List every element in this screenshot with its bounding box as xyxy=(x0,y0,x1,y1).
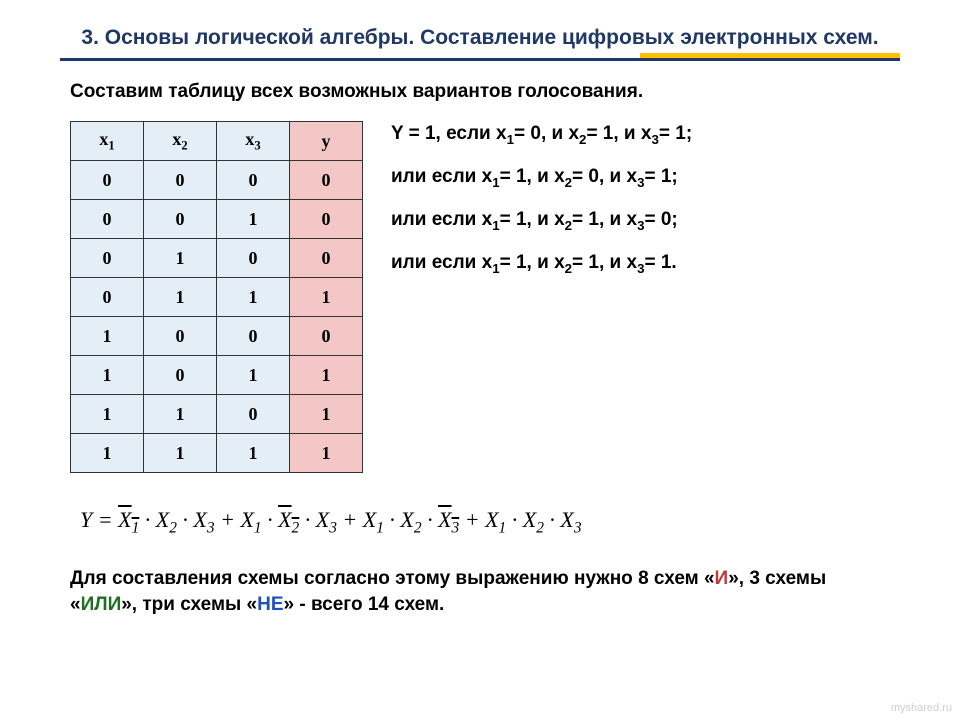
table-body: 00000010010001111000101111011111 xyxy=(71,161,363,473)
page-title: 3. Основы логической алгебры. Составлени… xyxy=(0,0,960,58)
rules-block: Y = 1, если x1= 0, и x2= 1, и x3= 1; или… xyxy=(391,121,692,473)
cell-y: 0 xyxy=(290,239,363,278)
gate-and-label: И xyxy=(715,568,729,589)
th-y: y xyxy=(290,122,363,161)
subtitle: Составим таблицу всех возможных варианто… xyxy=(0,61,960,103)
cell-x2: 0 xyxy=(144,200,217,239)
cell-x1: 0 xyxy=(71,239,144,278)
table-row: 0111 xyxy=(71,278,363,317)
watermark: myshared.ru xyxy=(891,702,952,714)
table-row: 1011 xyxy=(71,356,363,395)
table-row: 1101 xyxy=(71,395,363,434)
cell-x1: 0 xyxy=(71,200,144,239)
cell-y: 1 xyxy=(290,434,363,473)
table-row: 1000 xyxy=(71,317,363,356)
table-row: 0010 xyxy=(71,200,363,239)
cell-x2: 1 xyxy=(144,278,217,317)
rule-line-1: Y = 1, если x1= 0, и x2= 1, и x3= 1; xyxy=(391,123,692,148)
gate-not-label: НЕ xyxy=(257,594,283,615)
content-row: x1 x2 x3 y 00000010010001111000101111011… xyxy=(0,103,960,473)
th-x1: x1 xyxy=(71,122,144,161)
cell-y: 1 xyxy=(290,395,363,434)
cell-x2: 1 xyxy=(144,239,217,278)
cell-x2: 1 xyxy=(144,395,217,434)
rule-line-2: или если x1= 1, и x2= 0, и x3= 1; xyxy=(391,166,692,191)
table-header-row: x1 x2 x3 y xyxy=(71,122,363,161)
table-row: 0000 xyxy=(71,161,363,200)
cell-x2: 0 xyxy=(144,317,217,356)
cell-x3: 0 xyxy=(217,239,290,278)
cell-x2: 0 xyxy=(144,161,217,200)
table-row: 0100 xyxy=(71,239,363,278)
slide: 3. Основы логической алгебры. Составлени… xyxy=(0,0,960,720)
cell-x1: 1 xyxy=(71,317,144,356)
cell-x1: 1 xyxy=(71,395,144,434)
cell-x3: 1 xyxy=(217,356,290,395)
cell-y: 0 xyxy=(290,200,363,239)
cell-x3: 0 xyxy=(217,317,290,356)
cell-x3: 0 xyxy=(217,161,290,200)
divider xyxy=(0,58,960,61)
cell-x3: 1 xyxy=(217,200,290,239)
rule-line-3: или если x1= 1, и x2= 1, и x3= 0; xyxy=(391,209,692,234)
footer-text: Для составления схемы согласно этому выр… xyxy=(0,538,960,617)
cell-x3: 0 xyxy=(217,395,290,434)
cell-y: 0 xyxy=(290,317,363,356)
cell-x1: 0 xyxy=(71,161,144,200)
cell-x2: 0 xyxy=(144,356,217,395)
cell-y: 1 xyxy=(290,278,363,317)
cell-x1: 1 xyxy=(71,356,144,395)
cell-y: 0 xyxy=(290,161,363,200)
boolean-formula: Y = X1 · X2 · X3 + X1 · X2 · X3 + X1 · X… xyxy=(0,473,960,538)
cell-x3: 1 xyxy=(217,278,290,317)
gate-or-label: ИЛИ xyxy=(81,594,122,615)
truth-table: x1 x2 x3 y 00000010010001111000101111011… xyxy=(70,121,363,473)
table-row: 1111 xyxy=(71,434,363,473)
cell-y: 1 xyxy=(290,356,363,395)
cell-x1: 0 xyxy=(71,278,144,317)
cell-x2: 1 xyxy=(144,434,217,473)
rule-line-4: или если x1= 1, и x2= 1, и x3= 1. xyxy=(391,252,692,277)
cell-x3: 1 xyxy=(217,434,290,473)
cell-x1: 1 xyxy=(71,434,144,473)
th-x2: x2 xyxy=(144,122,217,161)
th-x3: x3 xyxy=(217,122,290,161)
